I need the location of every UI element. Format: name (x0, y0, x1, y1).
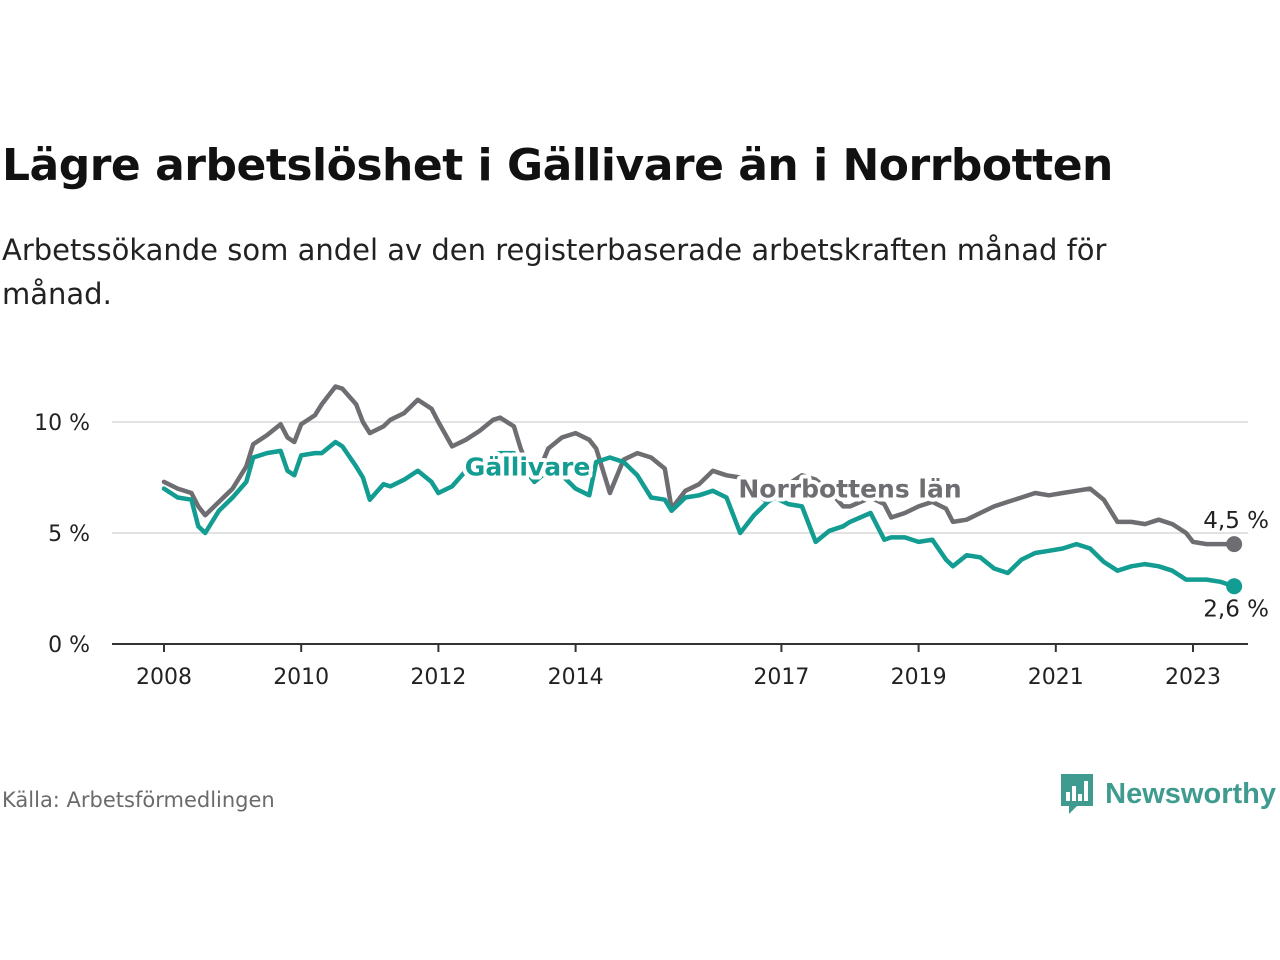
y-tick-label: 0 % (48, 633, 90, 658)
chart-title: Lägre arbetslöshet i Gällivare än i Norr… (2, 140, 1113, 191)
grid-layer (112, 421, 1248, 534)
axis-layer: 0 % 5 % 10 % 2008 2010 2012 2014 2017 2019 2021 20… (34, 411, 1248, 690)
x-tick-label: 2014 (548, 665, 604, 690)
x-tick-label: 2008 (136, 665, 192, 690)
source-note: Källa: Arbetsförmedlingen (2, 788, 275, 812)
series-endpoint-norrbotten (1226, 536, 1243, 553)
brand-logo[interactable]: Newsworthy (1059, 772, 1276, 816)
bar-chart-speech-bubble-icon (1061, 774, 1094, 814)
y-tick-label: 10 % (34, 411, 90, 436)
series-name-label: Norrbottens län (738, 475, 961, 504)
line-chart: 0 % 5 % 10 % 2008 2010 2012 2014 2017 2019 2021 20… (34, 384, 1269, 690)
series-line-norrbotten (161, 384, 1237, 547)
x-tick-label: 2021 (1028, 665, 1084, 690)
series-line-gallivare (161, 439, 1237, 589)
x-tick-label: 2023 (1165, 665, 1221, 690)
series-name-label: Gällivare (465, 452, 591, 481)
chart-subtitle: Arbetssökande som andel av den registerb… (2, 233, 1107, 311)
end-value-label: 2,6 % (1203, 596, 1269, 622)
end-value-label: 4,5 % (1203, 508, 1269, 534)
brand-name: Newsworthy (1105, 777, 1276, 810)
x-tick-label: 2019 (891, 665, 947, 690)
y-tick-label: 5 % (48, 522, 90, 547)
x-tick-label: 2017 (753, 665, 809, 690)
series-endpoint-gallivare (1226, 578, 1243, 595)
label-layer: Gällivare Norrbottens län 4,5 % 2,6 % (461, 448, 1269, 622)
series-layer (161, 384, 1243, 595)
x-tick-label: 2012 (410, 665, 466, 690)
x-tick-label: 2010 (273, 665, 329, 690)
